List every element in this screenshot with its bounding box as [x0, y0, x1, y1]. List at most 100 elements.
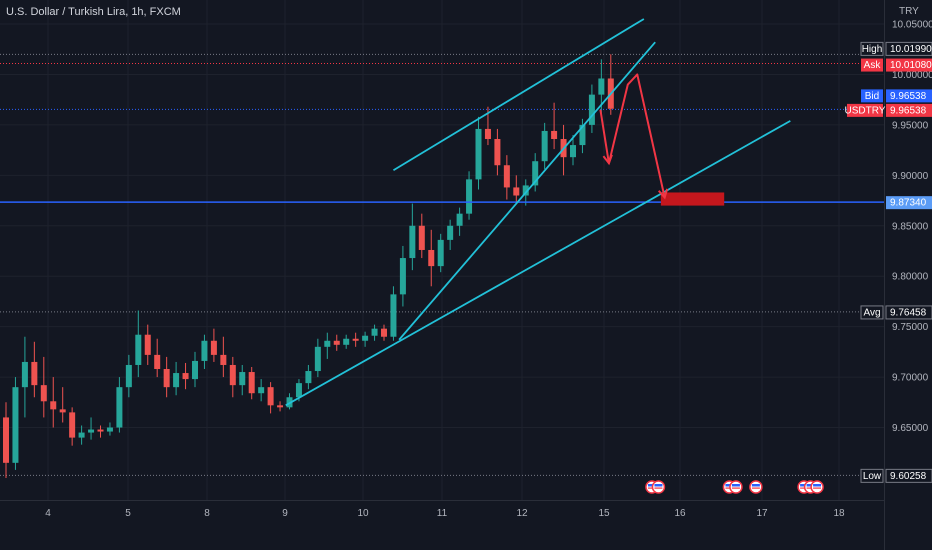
event-marker-flag [654, 484, 663, 487]
candle-body [12, 387, 19, 463]
event-marker [749, 480, 763, 494]
price-tag-value: 9.96538 [890, 105, 927, 116]
candle-body [21, 361, 28, 388]
candle-body [182, 373, 189, 380]
event-marker-stripe [751, 487, 760, 489]
candle-body [258, 387, 265, 394]
candle-body [513, 187, 520, 196]
candle-body [466, 179, 473, 214]
candle-body [598, 78, 605, 95]
candle-body [78, 432, 85, 438]
candle-body [201, 340, 208, 361]
price-tag-value-box [885, 468, 932, 483]
candle-body [381, 328, 387, 337]
candle-body [522, 185, 529, 196]
candle-body [418, 225, 425, 250]
price-tag-label-box [860, 468, 884, 483]
candle-body [475, 128, 482, 180]
candle-body [371, 328, 378, 336]
y-tick-label: 9.65000 [892, 423, 929, 434]
candle-body [551, 130, 558, 140]
candle-body [588, 94, 595, 125]
price-tag-value: 9.87340 [890, 198, 927, 209]
candle-body [362, 335, 369, 341]
candle-body [267, 387, 274, 406]
candle-body [352, 338, 359, 341]
candle-body [277, 405, 284, 408]
x-tick-label: 8 [204, 508, 210, 519]
price-tag-value-box [886, 196, 932, 210]
trendline-channel-upper [392, 18, 645, 172]
event-marker-stripe [731, 487, 740, 489]
candle-body [163, 369, 170, 388]
candle-body [333, 340, 340, 345]
x-tick-label: 4 [45, 508, 51, 519]
x-tick-label: 15 [598, 508, 610, 519]
candle-body [447, 225, 454, 240]
event-marker-stripe [654, 487, 663, 489]
price-tag-value: 10.01990 [890, 44, 932, 55]
projection-arrow [599, 73, 666, 198]
candle-body [31, 361, 38, 386]
candle-body [50, 401, 57, 410]
y-tick-label: 9.80000 [892, 272, 929, 283]
arrow-head-final [657, 188, 669, 200]
candle-body [210, 340, 217, 355]
price-tag-label: Avg [863, 307, 880, 318]
price-tag-value-box [886, 89, 932, 103]
y-tick-label: 9.70000 [892, 373, 929, 384]
y-tick-label: 9.90000 [892, 171, 929, 182]
candle-body [295, 383, 302, 398]
candle-body [116, 387, 123, 428]
candle-body [494, 139, 501, 166]
x-tick-label: 10 [357, 508, 369, 519]
candle-body [173, 373, 180, 388]
candle-body [314, 346, 321, 372]
y-tick-label: 9.75000 [892, 322, 929, 333]
price-tag-label: Low [863, 471, 882, 482]
event-marker [651, 480, 666, 494]
candle-body [390, 294, 397, 337]
candle-body [3, 417, 9, 463]
price-tag-value: 9.96538 [890, 91, 927, 102]
price-tag-label-box [847, 103, 883, 117]
candle-body [579, 124, 586, 146]
price-tag-label: Ask [864, 60, 882, 71]
target-zone-box [660, 192, 725, 206]
currency-label: TRY [899, 6, 919, 17]
candle-body [456, 213, 463, 226]
event-marker-stripe [813, 487, 822, 489]
candle-body [125, 364, 132, 388]
event-marker-flag [731, 484, 740, 487]
y-tick-label: 10.00000 [892, 70, 932, 81]
arrow-head-first [602, 154, 613, 166]
price-tag-value-box [886, 58, 932, 72]
candle-body [88, 429, 95, 433]
candle-body [239, 372, 246, 386]
candle-body [324, 340, 331, 347]
candle-body [229, 364, 236, 386]
candle-body [248, 372, 255, 394]
candle-body [144, 334, 151, 355]
candle-body [532, 161, 539, 186]
candle-body [428, 249, 435, 267]
candle-body [503, 165, 510, 188]
candle-body [399, 258, 406, 295]
event-marker [729, 480, 743, 494]
candle-body [69, 412, 76, 438]
x-tick-label: 12 [516, 508, 528, 519]
price-tag-label: High [862, 44, 883, 55]
price-tag-label-box [861, 58, 883, 72]
price-tag-value-box [886, 103, 932, 117]
x-tick-label: 18 [833, 508, 845, 519]
x-tick-label: 9 [282, 508, 288, 519]
candle-body [135, 334, 142, 365]
x-tick-label: 11 [437, 508, 448, 519]
candle-body [570, 145, 576, 158]
trendline-channel-inner [398, 41, 656, 341]
candle-body [541, 130, 548, 162]
price-tag-value-box [885, 305, 932, 320]
trendline-support [285, 120, 791, 407]
